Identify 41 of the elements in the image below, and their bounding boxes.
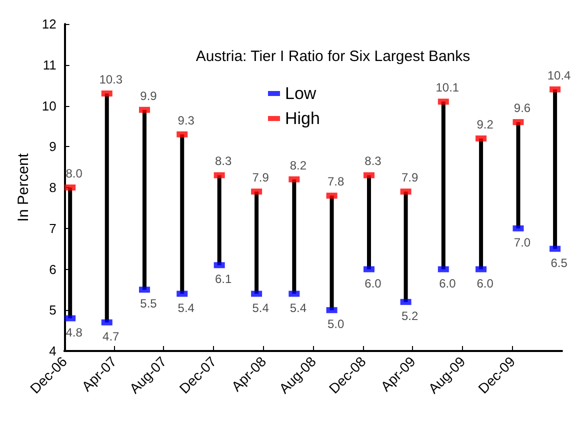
data-label: 6.0 <box>364 276 382 290</box>
data-label: 9.6 <box>514 101 531 116</box>
data-label: 5.4 <box>252 300 270 315</box>
data-label: 6.1 <box>214 272 232 286</box>
legend-label: Low <box>285 84 317 103</box>
data-label: 5.4 <box>290 300 307 315</box>
y-tick-label: 6 <box>49 262 56 277</box>
data-label: 9.2 <box>476 117 494 132</box>
data-label: 10.4 <box>547 68 572 82</box>
data-label: 5.2 <box>401 308 418 323</box>
data-label: 8.0 <box>66 166 83 180</box>
y-tick-label: 11 <box>42 57 56 72</box>
y-tick-label: 7 <box>49 220 56 236</box>
legend-label: High <box>285 109 320 128</box>
data-label: 8.3 <box>364 154 382 168</box>
data-label: 5.5 <box>140 296 158 311</box>
data-label: 4.8 <box>66 325 83 340</box>
data-label: 8.2 <box>290 158 307 172</box>
y-tick-label: 12 <box>42 16 56 32</box>
data-label: 10.3 <box>99 72 123 86</box>
text: Austria: Tier I Ratio for Six Largest Banks <box>196 48 470 65</box>
data-label: 6.5 <box>550 256 568 270</box>
data-label: 8.3 <box>214 154 232 168</box>
data-label: 5.4 <box>178 300 195 315</box>
data-label: 7.8 <box>327 174 344 189</box>
data-label: 7.9 <box>401 170 418 185</box>
y-tick-label: 4 <box>49 344 56 358</box>
y-tick-label: 10 <box>42 98 56 114</box>
y-tick-label: 9 <box>49 139 56 154</box>
y-tick-label: 5 <box>49 302 56 318</box>
data-label: 7.9 <box>252 170 270 185</box>
y-axis-title: In Percent <box>15 152 32 222</box>
y-tick-label: 8 <box>49 180 56 195</box>
data-label: 7.0 <box>514 235 531 250</box>
data-label: 5.0 <box>327 317 344 332</box>
data-label: 6.0 <box>439 276 456 290</box>
data-label: 9.9 <box>140 88 158 103</box>
data-label: 6.0 <box>476 276 494 290</box>
data-label: 4.7 <box>102 329 120 344</box>
data-label: 10.1 <box>436 80 460 95</box>
data-label: 9.3 <box>178 113 195 128</box>
